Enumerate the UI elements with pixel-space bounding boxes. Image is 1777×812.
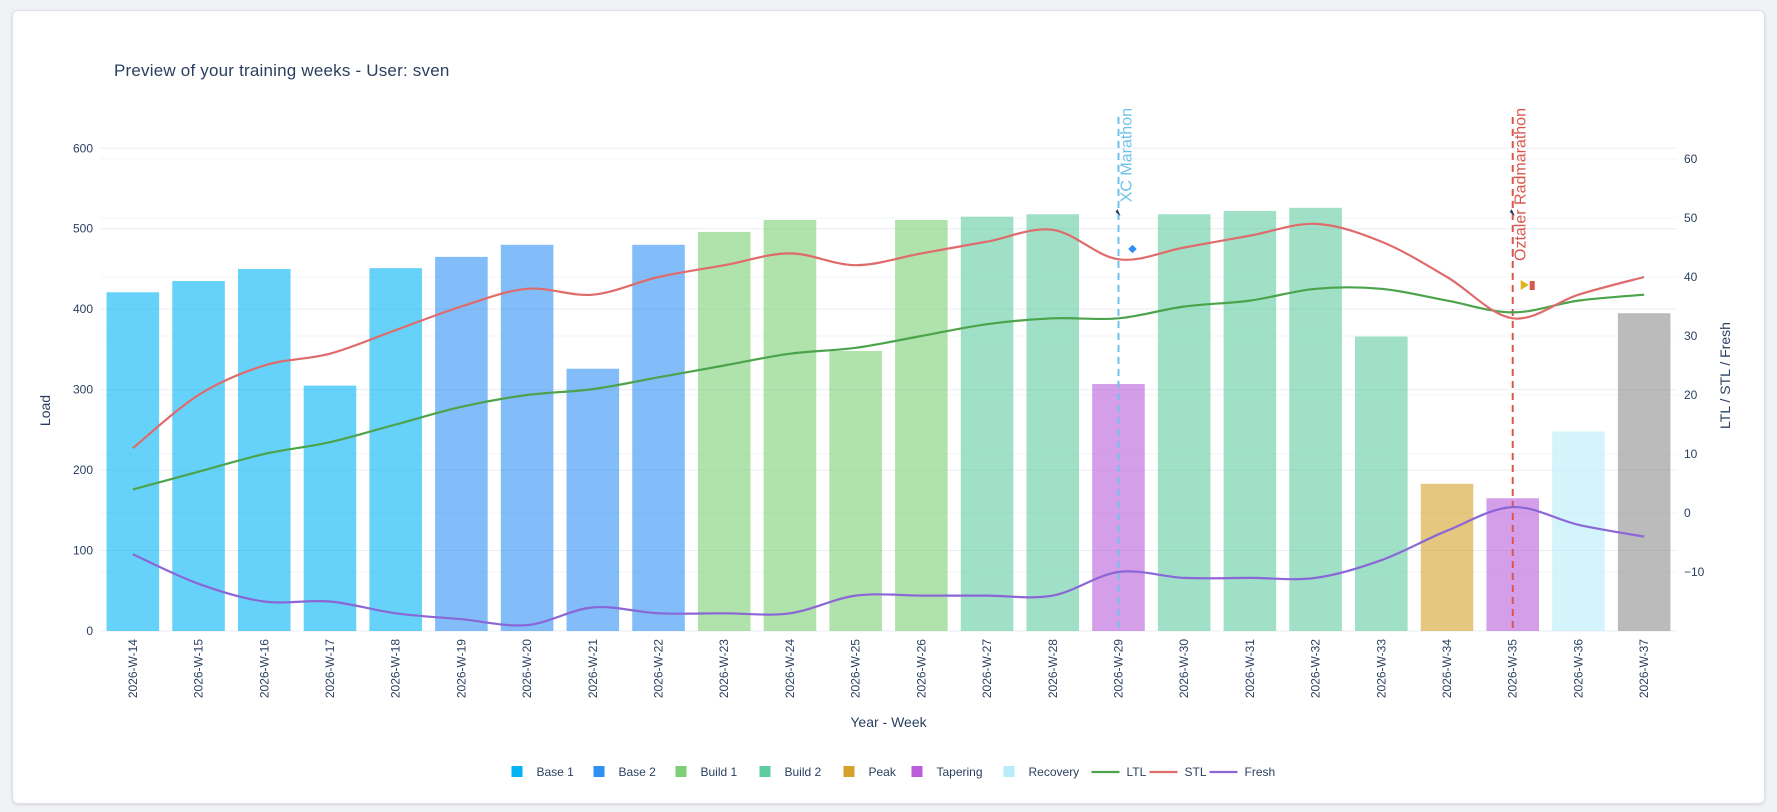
legend-label: Fresh [1245,765,1276,779]
y-axis-title: Load [37,395,53,426]
legend-swatch [675,766,687,777]
legend-swatch [911,766,923,777]
bar [1552,431,1605,631]
y2-tick-label: 0 [1684,506,1691,520]
x-tick-label: 2026-W-26 [914,639,928,698]
legend-swatch [843,766,855,777]
legend-swatch [511,766,523,777]
legend-label: Tapering [937,765,983,779]
y2-tick-label: 40 [1684,270,1698,284]
bar [763,219,817,632]
x-tick-label: 2026-W-17 [323,639,337,698]
events-layer: XC Marathon Öztaler Radmarathon [1115,108,1535,631]
bar [632,244,685,631]
bar [1289,207,1342,632]
legend-label: LTL [1127,765,1147,779]
y2-tick-label: 10 [1684,447,1698,461]
bar [303,385,357,631]
x-tick-label: 2026-W-35 [1506,639,1520,698]
y-tick-label: 100 [73,544,93,558]
legend-label: Recovery [1029,765,1080,779]
y2-axis-title: LTL / STL / Fresh [1717,322,1733,429]
bar [1617,313,1671,631]
legend-swatch [593,766,605,777]
bar [1420,483,1474,631]
x-tick-label: 2026-W-33 [1374,639,1388,698]
event-marker-icon [1128,244,1137,254]
line-stl [132,222,1645,449]
x-tick-label: 2026-W-18 [389,639,403,698]
bar [895,219,948,632]
x-tick-label: 2026-W-30 [1177,639,1191,698]
y-tick-label: 0 [86,624,93,638]
bar [566,368,620,631]
bar [960,216,1014,631]
x-tick-label: 2026-W-32 [1309,639,1323,698]
bar [829,351,882,631]
x-tick-label: 2026-W-25 [849,639,863,698]
bar [1026,214,1080,631]
y2-tick-label: 20 [1684,388,1698,402]
x-tick-label: 2026-W-34 [1440,639,1454,698]
x-tick-label: 2026-W-24 [783,639,797,698]
legend-swatch [1003,766,1015,777]
y-tick-label: 400 [73,302,93,316]
x-tick-label: 2026-W-28 [1046,639,1060,698]
y-tick-label: 600 [73,141,93,155]
event-flag-icon [1520,280,1529,290]
event-arrow [1509,209,1515,216]
x-tick-label: 2026-W-16 [257,639,271,698]
bar [172,281,225,631]
y2-tick-label: 60 [1684,152,1698,166]
x-tick-label: 2026-W-20 [520,639,534,698]
grid-lines [100,147,1677,632]
event-label: Öztaler Radmarathon [1512,108,1530,261]
x-tick-label: 2026-W-14 [126,639,140,698]
x-axis-title: Year - Week [850,714,927,730]
chart-title: Preview of your training weeks - User: s… [114,61,450,80]
line-fresh [132,505,1645,627]
legend-label: STL [1185,765,1207,779]
y-tick-label: 200 [73,463,93,477]
legend-label: Build 1 [701,765,738,779]
legend-label: Peak [869,765,897,779]
x-tick-label: 2026-W-36 [1571,639,1585,698]
x-tick-label: 2026-W-37 [1637,639,1651,698]
x-tick-label: 2026-W-19 [454,639,468,698]
axes-layer: 0 100 200 300 400 500 600 −10 0 10 20 30 40 50 60 2026-… [37,141,1733,730]
bar [1355,336,1408,631]
line-ltl [132,286,1645,491]
x-tick-label: 2026-W-23 [717,639,731,698]
legend-swatch [759,766,771,777]
event-label: XC Marathon [1118,108,1135,202]
x-tick-label: 2026-W-29 [1111,639,1125,698]
x-tick-label: 2026-W-31 [1243,639,1257,698]
bar [369,268,422,631]
y-tick-label: 500 [73,222,93,236]
bar [106,292,160,631]
bar [697,231,751,632]
bar [500,244,554,631]
x-tick-label: 2026-W-21 [586,639,600,698]
legend-label: Base 2 [619,765,657,779]
bar [1223,211,1277,631]
y2-tick-label: 50 [1684,211,1698,225]
bars-layer [106,207,1671,632]
bar [435,256,488,631]
y2-tick-label: −10 [1684,565,1705,579]
y2-tick-label: 30 [1684,329,1698,343]
x-tick-label: 2026-W-22 [652,639,666,698]
legend-label: Build 2 [785,765,822,779]
legend-label: Base 1 [537,765,575,779]
bar [1157,214,1211,631]
y-tick-label: 300 [73,383,93,397]
event-arrow [1115,209,1121,216]
x-tick-label: 2026-W-15 [192,639,206,698]
event-flag-icon [1529,281,1535,290]
x-tick-label: 2026-W-27 [980,639,994,698]
legend: Base 1 Base 2 Build 1 Build 2 Peak Tapering Re… [511,765,1276,779]
lines-layer [132,222,1645,627]
